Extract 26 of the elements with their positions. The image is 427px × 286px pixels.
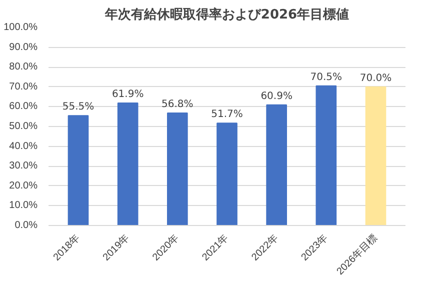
y-tick-label: 90.0% <box>9 42 38 53</box>
y-tick-label: 80.0% <box>9 62 38 73</box>
bar <box>316 85 337 226</box>
bar <box>167 112 188 226</box>
y-tick-label: 60.0% <box>9 101 38 112</box>
y-tick-label: 10.0% <box>9 200 38 212</box>
data-label: 60.9% <box>260 90 292 102</box>
y-tick-label: 100.0% <box>4 22 38 33</box>
bar <box>266 104 287 226</box>
y-tick-label: 0.0% <box>14 220 38 231</box>
bar <box>68 115 89 226</box>
data-label: 61.9% <box>112 88 144 100</box>
data-label: 55.5% <box>62 102 94 113</box>
y-tick-label: 20.0% <box>9 180 38 192</box>
data-label: 70.5% <box>310 72 342 83</box>
data-label: 70.0% <box>360 72 392 84</box>
chart-title: 年次有給休暇取得率および2026年目標値 <box>104 6 350 22</box>
y-tick-label: 50.0% <box>9 121 38 132</box>
y-tick-label: 40.0% <box>9 140 38 152</box>
data-label: 51.7% <box>211 109 243 120</box>
data-label: 56.8% <box>162 99 194 110</box>
bar <box>365 86 386 226</box>
y-tick-label: 30.0% <box>9 160 38 172</box>
bar <box>117 102 138 226</box>
bar <box>216 122 238 226</box>
y-tick-label: 70.0% <box>9 81 38 92</box>
